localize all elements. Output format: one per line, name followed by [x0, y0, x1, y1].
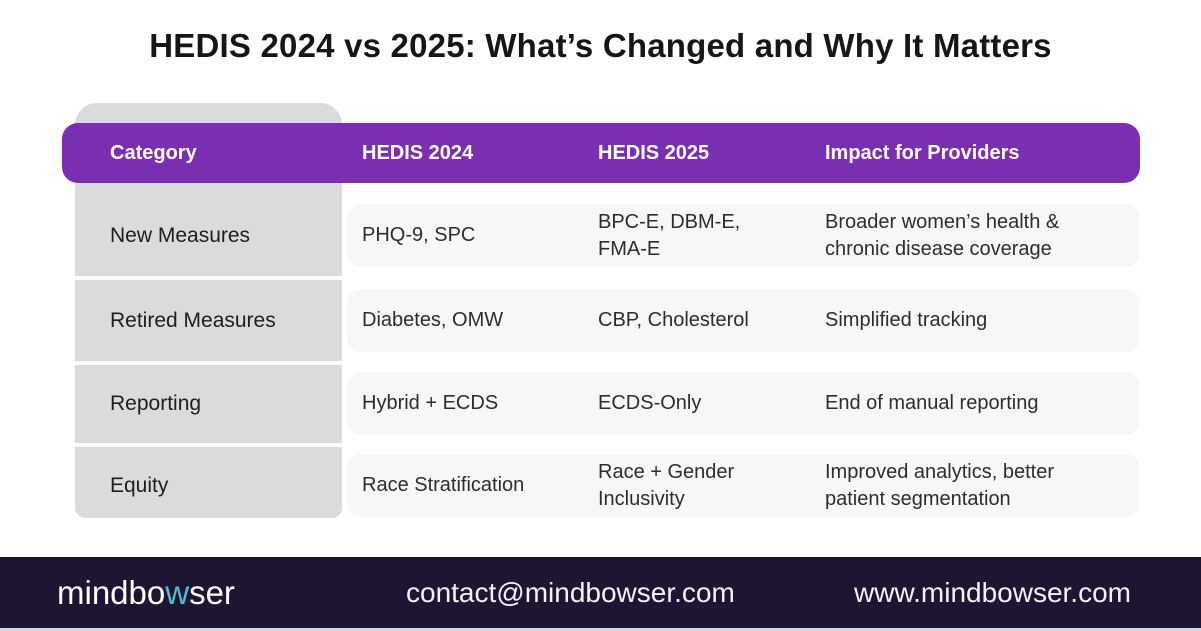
logo-text-prefix: mindbo: [57, 573, 166, 611]
footer-bar: mindbowser contact@mindbowser.com www.mi…: [0, 557, 1201, 628]
cell-hedis-2025: CBP, Cholesterol: [598, 309, 749, 331]
cell-category: Retired Measures: [110, 309, 276, 332]
cell-impact: Simplified tracking: [825, 309, 988, 331]
column-header-category: Category: [110, 141, 197, 164]
cell-hedis-2025: Race + Gender Inclusivity: [598, 460, 735, 510]
logo-text-suffix: ser: [189, 573, 235, 611]
cell-category: New Measures: [110, 224, 251, 247]
column-header-hedis-2024: HEDIS 2024: [362, 141, 474, 164]
cell-category: Equity: [110, 474, 169, 497]
cell-impact: End of manual reporting: [825, 392, 1039, 414]
cell-hedis-2024: PHQ-9, SPC: [362, 224, 476, 246]
cell-hedis-2024: Race Stratification: [362, 474, 525, 496]
page-title: HEDIS 2024 vs 2025: What’s Changed and W…: [149, 27, 1052, 64]
cell-impact: Broader women’s health & chronic disease…: [825, 210, 1060, 260]
column-header-hedis-2025: HEDIS 2025: [598, 141, 710, 164]
mindbowser-logo: mindbowser: [57, 574, 235, 612]
row-background: [347, 289, 1140, 352]
cell-hedis-2025: BPC-E, DBM-E, FMA-E: [598, 210, 741, 260]
row-background: [347, 204, 1140, 267]
row-divider: [75, 361, 342, 365]
contact-email: contact@mindbowser.com: [406, 576, 735, 608]
logo-text-highlight: w: [165, 573, 190, 611]
column-header-impact: Impact for Providers: [825, 141, 1020, 164]
table-row: New Measures PHQ-9, SPC BPC-E, DBM-E, FM…: [62, 204, 1140, 267]
row-background: [347, 372, 1140, 435]
bottom-edge-strip: [0, 628, 1201, 631]
cell-hedis-2024: Hybrid + ECDS: [362, 392, 499, 414]
table-header-row: Category HEDIS 2024 HEDIS 2025 Impact fo…: [62, 123, 1140, 183]
cell-impact: Improved analytics, better patient segme…: [825, 460, 1054, 510]
row-divider: [75, 276, 342, 280]
cell-hedis-2024: Diabetes, OMW: [362, 309, 504, 331]
website-url: www.mindbowser.com: [854, 576, 1131, 608]
cell-category: Reporting: [110, 392, 202, 415]
cell-hedis-2025: ECDS-Only: [598, 392, 702, 414]
row-background: [347, 454, 1140, 517]
row-divider: [75, 443, 342, 447]
table-row: Equity Race Stratification Race + Gender…: [62, 454, 1140, 517]
table-row: Reporting Hybrid + ECDS ECDS-Only End of…: [62, 372, 1140, 435]
table-row: Retired Measures Diabetes, OMW CBP, Chol…: [62, 289, 1140, 352]
